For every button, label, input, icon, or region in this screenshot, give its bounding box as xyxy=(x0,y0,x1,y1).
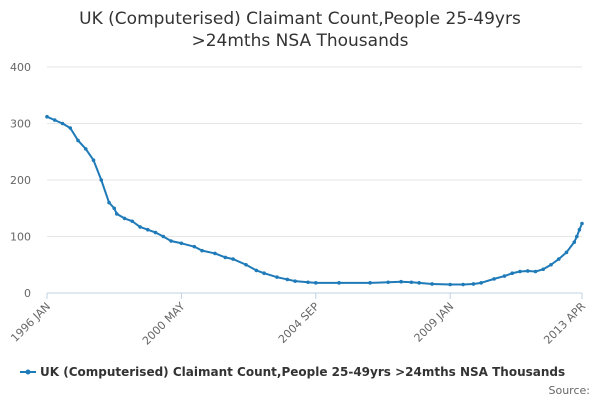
x-tick-label: 1996 JAN xyxy=(8,300,53,345)
x-tick-label: 2013 APR xyxy=(541,300,588,347)
data-point[interactable] xyxy=(114,212,119,216)
data-point[interactable] xyxy=(430,282,434,286)
data-point[interactable] xyxy=(60,121,65,126)
data-point[interactable] xyxy=(306,280,310,285)
legend-marker-icon xyxy=(25,369,31,375)
y-tick-label: 300 xyxy=(10,118,31,131)
data-point[interactable] xyxy=(200,248,204,253)
y-tick-label: 200 xyxy=(10,174,31,187)
data-point[interactable] xyxy=(502,274,507,278)
x-tick-label: 2009 JAN xyxy=(412,300,457,345)
data-point[interactable] xyxy=(533,269,538,274)
data-point[interactable] xyxy=(580,221,584,226)
data-point[interactable] xyxy=(541,267,546,272)
data-point[interactable] xyxy=(549,262,553,267)
data-point[interactable] xyxy=(83,147,88,151)
data-point[interactable] xyxy=(45,114,49,119)
data-point[interactable] xyxy=(461,282,465,287)
data-point[interactable] xyxy=(285,277,290,282)
data-point[interactable] xyxy=(231,257,235,261)
data-point[interactable] xyxy=(68,126,73,130)
data-point[interactable] xyxy=(293,279,297,283)
legend[interactable]: UK (Computerised) Claimant Count,People … xyxy=(20,365,565,379)
data-point[interactable] xyxy=(146,227,150,232)
data-point[interactable] xyxy=(399,279,403,284)
x-tick-label: 2000 MAY xyxy=(140,300,188,348)
chart-title-line1: UK (Computerised) Claimant Count,People … xyxy=(79,9,521,29)
legend-entry[interactable]: UK (Computerised) Claimant Count,People … xyxy=(40,365,565,379)
data-point[interactable] xyxy=(575,234,579,239)
data-point[interactable] xyxy=(244,262,248,267)
x-tick-label: 2004 SEP xyxy=(276,300,322,346)
data-point[interactable] xyxy=(262,271,266,276)
data-point[interactable] xyxy=(471,282,476,286)
data-point[interactable] xyxy=(556,257,561,261)
data-point[interactable] xyxy=(161,234,166,239)
data-point[interactable] xyxy=(179,241,184,246)
y-tick-label: 400 xyxy=(10,61,31,74)
data-point[interactable] xyxy=(479,281,484,285)
plot-area xyxy=(45,114,584,287)
y-axis: 0 100 200 300 400 xyxy=(10,61,31,300)
data-point[interactable] xyxy=(492,277,496,281)
data-point[interactable] xyxy=(577,227,582,232)
data-point[interactable] xyxy=(122,216,127,221)
data-point[interactable] xyxy=(337,281,341,285)
data-point[interactable] xyxy=(564,250,569,255)
data-point[interactable] xyxy=(138,225,142,229)
chart-title-line2: >24mths NSA Thousands xyxy=(191,31,408,51)
data-point[interactable] xyxy=(525,269,530,273)
series-line xyxy=(46,115,583,286)
data-point[interactable] xyxy=(52,118,57,122)
x-axis: 1996 JAN 2000 MAY 2004 SEP 2009 JAN 2013 APR xyxy=(8,292,588,348)
data-point[interactable] xyxy=(313,281,318,285)
data-point[interactable] xyxy=(417,281,421,285)
data-point[interactable] xyxy=(213,251,217,256)
data-point[interactable] xyxy=(107,200,111,205)
data-point[interactable] xyxy=(112,206,116,211)
data-point[interactable] xyxy=(572,240,577,244)
y-tick-label: 0 xyxy=(24,287,31,300)
data-point[interactable] xyxy=(254,268,259,273)
data-point[interactable] xyxy=(91,158,96,163)
data-point[interactable] xyxy=(386,280,390,285)
data-point[interactable] xyxy=(510,271,515,276)
data-point[interactable] xyxy=(223,255,228,260)
data-point[interactable] xyxy=(192,244,197,249)
data-point[interactable] xyxy=(153,230,158,235)
gridlines xyxy=(47,66,582,294)
source-label[interactable]: Source: xyxy=(549,384,591,397)
data-point[interactable] xyxy=(368,281,372,285)
data-point[interactable] xyxy=(130,219,135,224)
data-point[interactable] xyxy=(99,178,104,182)
data-point[interactable] xyxy=(76,138,80,143)
y-tick-label: 100 xyxy=(10,231,31,244)
data-point[interactable] xyxy=(275,275,279,279)
data-point[interactable] xyxy=(169,239,173,243)
data-point[interactable] xyxy=(409,280,414,285)
data-point[interactable] xyxy=(448,282,452,287)
data-point[interactable] xyxy=(518,269,522,274)
